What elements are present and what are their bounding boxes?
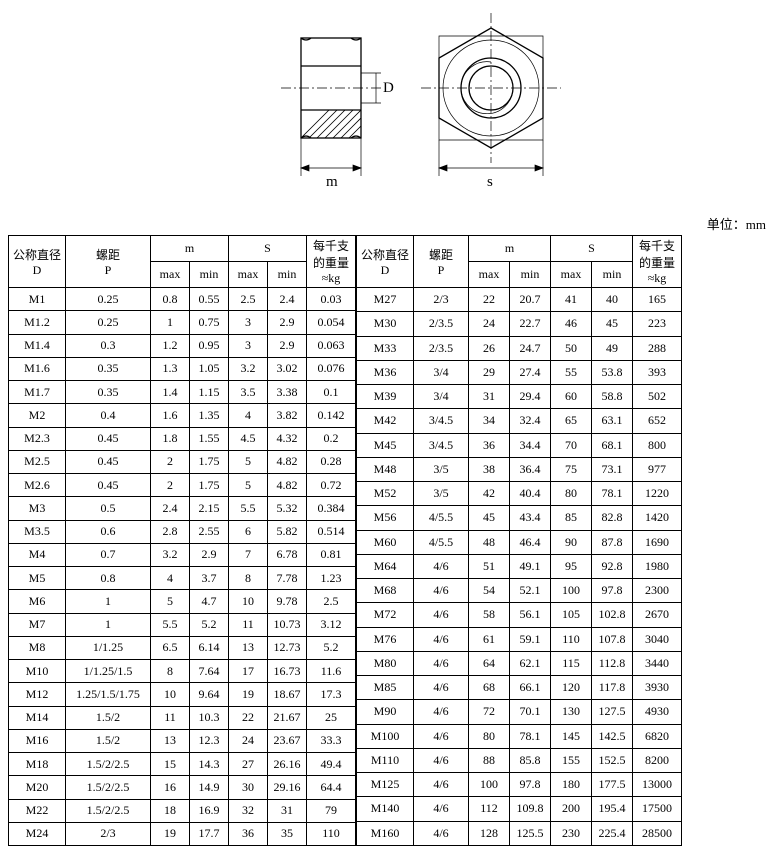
unit-label: 单位：mm	[8, 214, 774, 233]
table-row: M904/67270.1130127.54930	[357, 700, 682, 724]
table-row: M332/3.52624.75049288	[357, 336, 682, 360]
table-row: M20.41.61.3543.820.142	[9, 404, 356, 427]
table-row: M764/66159.1110107.83040	[357, 627, 682, 651]
hdr-p: 螺距P	[414, 236, 469, 288]
table-row: M242/31917.73635110	[9, 822, 356, 845]
hdr-s-max: max	[551, 262, 592, 288]
hdr-s-min: min	[268, 262, 307, 288]
table-row: M272/32220.74140165	[357, 288, 682, 312]
hdr-s-min: min	[592, 262, 633, 288]
table-row: M1.60.351.31.053.23.020.076	[9, 357, 356, 380]
hdr-s: S	[551, 236, 633, 262]
s-label: s	[487, 174, 493, 190]
table-row: M453/4.53634.47068.1800	[357, 433, 682, 457]
d-label: D	[383, 80, 394, 96]
table-row: M2.30.451.81.554.54.320.2	[9, 427, 356, 450]
table-row: M3.50.62.82.5565.820.514	[9, 520, 356, 543]
table-row: M483/53836.47573.1977	[357, 457, 682, 481]
table-row: M1004/68078.1145142.56820	[357, 724, 682, 748]
table-row: M1254/610097.8180177.513000	[357, 773, 682, 797]
hdr-m-min: min	[510, 262, 551, 288]
table-row: M1.70.351.41.153.53.380.1	[9, 381, 356, 404]
table-row: M101/1.25/1.587.641716.7311.6	[9, 660, 356, 683]
table-row: M363/42927.45553.8393	[357, 360, 682, 384]
table-row: M50.843.787.781.23	[9, 567, 356, 590]
table-row: M2.50.4521.7554.820.28	[9, 450, 356, 473]
hdr-d: 公称直径D	[357, 236, 414, 288]
table-row: M1404/6112109.8200195.417500	[357, 797, 682, 821]
hdr-w: 每千支的重量≈kg	[633, 236, 682, 288]
hdr-s: S	[229, 236, 307, 262]
table-row: M181.5/2/2.51514.32726.1649.4	[9, 753, 356, 776]
hdr-w: 每千支的重量≈kg	[307, 236, 356, 288]
hdr-m-max: max	[469, 262, 510, 288]
hdr-p: 螺距P	[66, 236, 151, 288]
table-row: M81/1.256.56.141312.735.2	[9, 636, 356, 659]
hdr-m: m	[151, 236, 229, 262]
table-row: M724/65856.1105102.82670	[357, 603, 682, 627]
table-row: M1.20.2510.7532.90.054	[9, 311, 356, 334]
table-row: M393/43129.46058.8502	[357, 385, 682, 409]
table-row: M804/66462.1115112.83440	[357, 651, 682, 675]
hdr-m: m	[469, 236, 551, 262]
table-row: M141.5/21110.32221.6725	[9, 706, 356, 729]
table-row: M423/4.53432.46563.1652	[357, 409, 682, 433]
table-row: M201.5/2/2.51614.93029.1664.4	[9, 776, 356, 799]
table-row: M30.52.42.155.55.320.384	[9, 497, 356, 520]
table-row: M684/65452.110097.82300	[357, 579, 682, 603]
table-row: M40.73.22.976.780.81	[9, 543, 356, 566]
table-row: M564/5.54543.48582.81420	[357, 506, 682, 530]
table-row: M10.250.80.552.52.40.03	[9, 288, 356, 311]
table-row: M1104/68885.8155152.58200	[357, 748, 682, 772]
table-row: M161.5/21312.32423.6733.3	[9, 729, 356, 752]
hdr-d: 公称直径D	[9, 236, 66, 288]
table-row: M854/66866.1120117.83930	[357, 676, 682, 700]
table-row: M604/5.54846.49087.81690	[357, 530, 682, 554]
table-row: M221.5/2/2.51816.9323179	[9, 799, 356, 822]
table-row: M715.55.21110.733.12	[9, 613, 356, 636]
spec-table-wrap: 公称直径D螺距PmS每千支的重量≈kgmaxminmaxminM10.250.8…	[8, 235, 774, 840]
table-row: M121.25/1.5/1.75109.641918.6717.3	[9, 683, 356, 706]
table-row: M2.60.4521.7554.820.72	[9, 474, 356, 497]
table-row: M523/54240.48078.11220	[357, 482, 682, 506]
spec-table-left: 公称直径D螺距PmS每千支的重量≈kgmaxminmaxminM10.250.8…	[8, 235, 356, 846]
table-row: M302/3.52422.74645223	[357, 312, 682, 336]
table-row: M1604/6128125.5230225.428500	[357, 821, 682, 846]
table-row: M1.40.31.20.9532.90.063	[9, 334, 356, 357]
hdr-m-max: max	[151, 262, 190, 288]
spec-table-right: 公称直径D螺距PmS每千支的重量≈kgmaxminmaxminM272/3222…	[356, 235, 682, 846]
table-row: M6154.7109.782.5	[9, 590, 356, 613]
table-row: M644/65149.19592.81980	[357, 554, 682, 578]
nut-diagram: D m s	[8, 8, 774, 208]
hdr-m-min: min	[190, 262, 229, 288]
hdr-s-max: max	[229, 262, 268, 288]
m-label: m	[326, 174, 338, 190]
